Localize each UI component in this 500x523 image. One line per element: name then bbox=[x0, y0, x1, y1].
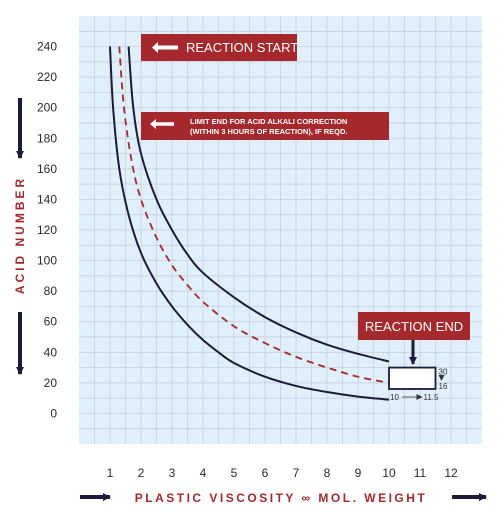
x-tick-label: 11 bbox=[414, 466, 427, 480]
y-tick-label: 200 bbox=[37, 101, 57, 115]
x-tick-label: 12 bbox=[444, 466, 458, 480]
y-tick-label: 40 bbox=[44, 345, 58, 359]
y-tick-label: 20 bbox=[44, 376, 58, 390]
end-box-rect bbox=[388, 366, 437, 390]
y-tick-label: 80 bbox=[44, 284, 58, 298]
limit-end-arrow-icon bbox=[150, 119, 174, 129]
y-tick-label: 240 bbox=[37, 40, 57, 54]
reaction-start-callout: REACTION START bbox=[141, 34, 298, 61]
x-axis-title: PLASTIC VISCOSITY ∞ MOL. WEIGHT bbox=[135, 491, 428, 505]
x-tick-label: 2 bbox=[138, 466, 145, 480]
y-axis-title: ACID NUMBER bbox=[13, 176, 27, 294]
x-tick-label: 9 bbox=[355, 466, 362, 480]
series-layer bbox=[109, 46, 390, 401]
reaction-end-callout: REACTION END bbox=[358, 312, 470, 365]
y-tick-label: 160 bbox=[37, 162, 57, 176]
x-axis: 1 2 3 4 5 6 7 8 9 10 11 12 bbox=[107, 466, 458, 480]
lower-limit-curve bbox=[109, 46, 390, 401]
limit-end-callout: LIMIT END FOR ACID ALKALI CORRECTION (WI… bbox=[141, 112, 389, 140]
end-box-x-end: 11.5 bbox=[424, 393, 440, 402]
reaction-start-label: REACTION START bbox=[186, 40, 298, 55]
x-tick-label: 3 bbox=[169, 466, 176, 480]
reaction-end-box: 10 11.5 30 16 bbox=[388, 366, 448, 402]
y-tick-label: 220 bbox=[37, 70, 57, 84]
reaction-start-arrow-icon bbox=[152, 42, 178, 53]
x-tick-label: 4 bbox=[200, 466, 207, 480]
reaction-end-label: REACTION END bbox=[365, 319, 463, 334]
y-tick-label: 100 bbox=[37, 254, 57, 268]
y-tick-label: 0 bbox=[50, 406, 57, 420]
y-tick-label: 140 bbox=[37, 192, 57, 206]
end-box-y-bottom: 16 bbox=[439, 382, 448, 391]
end-box-y-top: 30 bbox=[439, 368, 448, 377]
x-tick-label: 5 bbox=[231, 466, 238, 480]
target-curve bbox=[118, 46, 390, 384]
limit-end-label-line1: LIMIT END FOR ACID ALKALI CORRECTION bbox=[190, 117, 347, 126]
x-tick-label: 8 bbox=[324, 466, 331, 480]
reaction-end-banner bbox=[358, 312, 470, 340]
y-tick-label: 60 bbox=[44, 315, 58, 329]
y-tick-label: 120 bbox=[37, 223, 57, 237]
end-box-x-start: 10 bbox=[390, 393, 399, 402]
x-tick-label: 10 bbox=[382, 466, 396, 480]
limit-end-label-line2: (WITHIN 3 HOURS OF REACTION), IF REQD. bbox=[190, 127, 348, 136]
x-tick-label: 6 bbox=[262, 466, 269, 480]
y-axis-title-group: ACID NUMBER bbox=[13, 98, 27, 375]
upper-limit-curve bbox=[127, 46, 390, 363]
y-tick-label: 180 bbox=[37, 131, 57, 145]
x-axis-title-group: PLASTIC VISCOSITY ∞ MOL. WEIGHT bbox=[80, 491, 487, 505]
limit-end-banner bbox=[141, 112, 389, 140]
x-tick-label: 1 bbox=[107, 466, 114, 480]
x-tick-label: 7 bbox=[293, 466, 300, 480]
y-axis: 0 20 40 60 80 100 120 140 160 180 200 220 240 bbox=[37, 40, 57, 421]
